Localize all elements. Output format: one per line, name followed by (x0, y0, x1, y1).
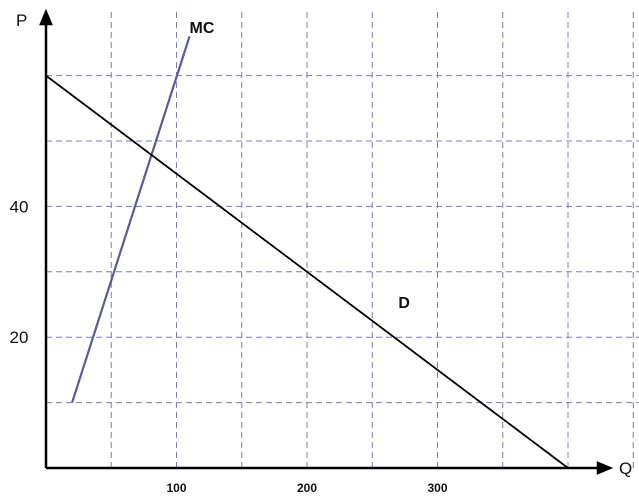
y-tick-label: 20 (10, 328, 29, 347)
curve-labels: MC D (190, 20, 410, 312)
x-tick-label: 200 (297, 481, 317, 495)
x-tick-label: 100 (166, 481, 186, 495)
y-tick-label: 40 (10, 197, 29, 216)
mc-curve (71, 36, 191, 403)
tick-labels: 100 200 300 20 40 (10, 197, 448, 495)
gridlines (46, 12, 639, 468)
x-axis-arrow-icon (596, 461, 614, 475)
mc-label: MC (190, 20, 215, 37)
x-tick-label: 300 (427, 481, 447, 495)
y-axis-arrow-icon (39, 8, 53, 26)
d-label: D (398, 295, 410, 312)
x-axis-label: Q (619, 459, 632, 478)
y-axis-label: P (16, 11, 27, 30)
axes (39, 8, 614, 475)
d-curve (45, 74, 569, 469)
series-lines (45, 36, 569, 469)
